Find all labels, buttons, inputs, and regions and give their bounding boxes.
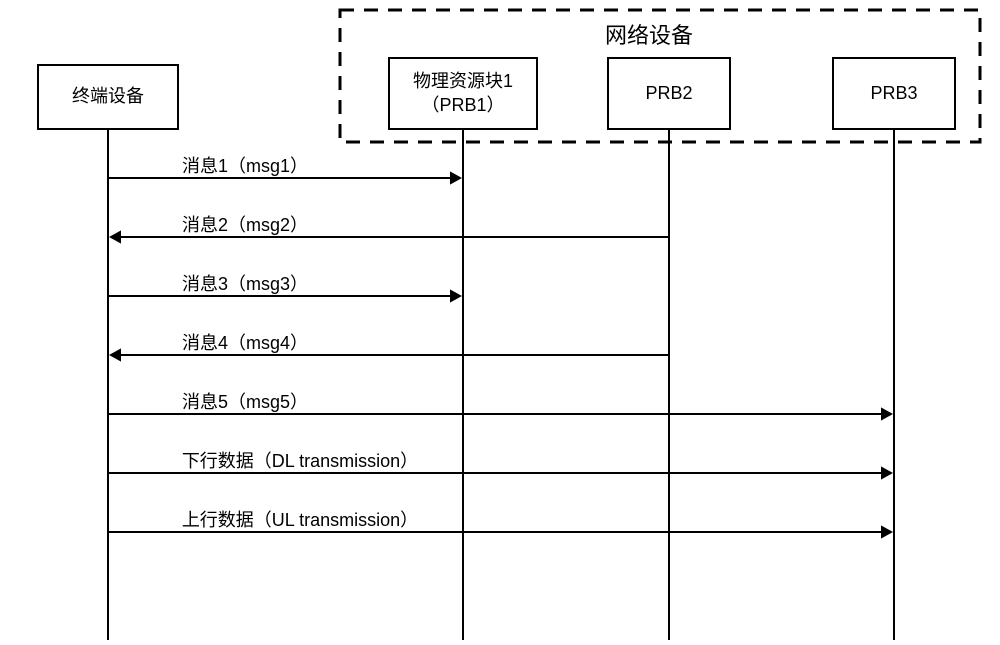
message-label: 消息3（msg3） bbox=[182, 270, 308, 296]
network-device-title: 网络设备 bbox=[605, 18, 693, 50]
message-label: 消息5（msg5） bbox=[182, 388, 308, 414]
sequence-diagram: 网络设备 终端设备 物理资源块1 （PRB1） PRB2 PRB3 消息1（ms… bbox=[0, 0, 1000, 645]
prb2-box: PRB2 bbox=[607, 57, 731, 130]
prb3-label: PRB3 bbox=[870, 82, 917, 105]
prb1-box: 物理资源块1 （PRB1） bbox=[388, 57, 538, 130]
message-label: 下行数据（DL transmission） bbox=[182, 447, 418, 473]
message-label: 上行数据（UL transmission） bbox=[182, 506, 418, 532]
message-label: 消息1（msg1） bbox=[182, 152, 308, 178]
message-label: 消息2（msg2） bbox=[182, 211, 308, 237]
terminal-device-label: 终端设备 bbox=[72, 85, 144, 108]
message-label: 消息4（msg4） bbox=[182, 329, 308, 355]
terminal-device-box: 终端设备 bbox=[37, 64, 179, 130]
prb1-label: 物理资源块1 （PRB1） bbox=[413, 70, 513, 117]
prb3-box: PRB3 bbox=[832, 57, 956, 130]
prb2-label: PRB2 bbox=[645, 82, 692, 105]
